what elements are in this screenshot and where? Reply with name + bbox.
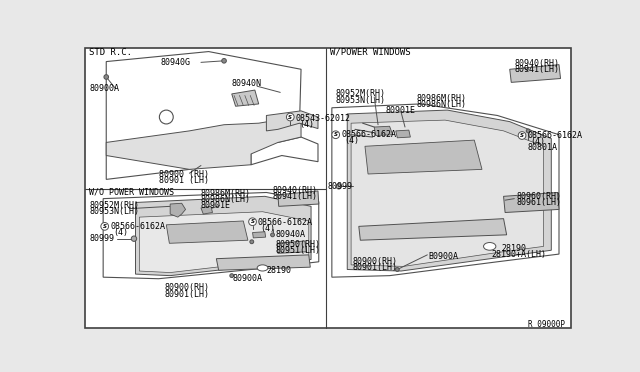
Circle shape bbox=[250, 240, 253, 244]
Text: 80940N: 80940N bbox=[232, 78, 262, 88]
Polygon shape bbox=[359, 219, 507, 240]
Text: 80961(LH): 80961(LH) bbox=[516, 198, 562, 207]
Circle shape bbox=[249, 218, 257, 225]
Text: 80901 (LH): 80901 (LH) bbox=[159, 176, 209, 185]
Polygon shape bbox=[166, 221, 248, 243]
Text: 28190+A(LH): 28190+A(LH) bbox=[492, 250, 547, 259]
Text: 80901E: 80901E bbox=[201, 201, 231, 210]
Text: 80953N(LH): 80953N(LH) bbox=[336, 96, 386, 105]
Text: W/O POWER WINDOWS: W/O POWER WINDOWS bbox=[90, 187, 174, 196]
Polygon shape bbox=[509, 65, 561, 82]
Text: 80986N(LH): 80986N(LH) bbox=[201, 195, 251, 204]
Text: 08566-6162A: 08566-6162A bbox=[257, 218, 312, 227]
Polygon shape bbox=[266, 111, 318, 131]
Polygon shape bbox=[351, 120, 543, 266]
Circle shape bbox=[396, 267, 399, 272]
Text: S: S bbox=[250, 219, 255, 224]
Circle shape bbox=[332, 131, 340, 139]
Text: S: S bbox=[520, 133, 524, 138]
Text: 80940(RH): 80940(RH) bbox=[515, 59, 559, 68]
Text: S: S bbox=[102, 224, 107, 229]
Text: 80900 (RH): 80900 (RH) bbox=[159, 170, 209, 179]
Polygon shape bbox=[106, 52, 318, 179]
Circle shape bbox=[271, 233, 275, 237]
Text: 80953N(LH): 80953N(LH) bbox=[90, 207, 140, 216]
Text: 80901E: 80901E bbox=[386, 106, 416, 115]
Text: (4): (4) bbox=[260, 224, 275, 233]
Polygon shape bbox=[106, 119, 301, 169]
Text: 28190: 28190 bbox=[501, 244, 526, 253]
Text: B0900A: B0900A bbox=[428, 252, 458, 261]
Polygon shape bbox=[232, 90, 259, 106]
Text: W/POWER WINDOWS: W/POWER WINDOWS bbox=[330, 48, 410, 57]
Text: (4): (4) bbox=[344, 137, 359, 145]
Circle shape bbox=[159, 110, 173, 124]
Text: (4): (4) bbox=[531, 137, 545, 146]
Text: 80900(RH): 80900(RH) bbox=[353, 257, 397, 266]
Text: 80900(RH): 80900(RH) bbox=[164, 283, 210, 292]
Text: 80941(LH): 80941(LH) bbox=[273, 192, 317, 201]
Text: 08543-62012: 08543-62012 bbox=[296, 114, 351, 123]
Text: 80952M(RH): 80952M(RH) bbox=[90, 201, 140, 210]
Text: S: S bbox=[333, 132, 338, 137]
Text: R 09000P: R 09000P bbox=[528, 320, 565, 330]
Polygon shape bbox=[253, 232, 266, 238]
Text: 80901(LH): 80901(LH) bbox=[353, 263, 397, 272]
Text: 80940A: 80940A bbox=[276, 230, 306, 239]
Text: 08566-6162A: 08566-6162A bbox=[341, 130, 396, 139]
Text: 80986M(RH): 80986M(RH) bbox=[417, 94, 467, 103]
Text: 28190: 28190 bbox=[266, 266, 291, 275]
Polygon shape bbox=[504, 192, 559, 212]
Text: (4): (4) bbox=[300, 120, 314, 129]
Text: 80940G: 80940G bbox=[160, 58, 190, 67]
Circle shape bbox=[336, 184, 342, 189]
Circle shape bbox=[101, 222, 109, 230]
Text: 80940(RH): 80940(RH) bbox=[273, 186, 317, 195]
Polygon shape bbox=[140, 212, 308, 273]
Polygon shape bbox=[216, 255, 310, 270]
Circle shape bbox=[230, 274, 234, 278]
Text: 80986N(LH): 80986N(LH) bbox=[417, 100, 467, 109]
Polygon shape bbox=[103, 192, 319, 279]
Text: 80900A: 80900A bbox=[232, 274, 262, 283]
Ellipse shape bbox=[484, 243, 496, 250]
Text: 80941(LH): 80941(LH) bbox=[515, 65, 559, 74]
Ellipse shape bbox=[257, 265, 268, 271]
Polygon shape bbox=[136, 196, 311, 276]
Text: 80986M(RH): 80986M(RH) bbox=[201, 189, 251, 198]
Polygon shape bbox=[170, 203, 186, 217]
Text: 80901(LH): 80901(LH) bbox=[164, 290, 210, 299]
Circle shape bbox=[287, 115, 292, 119]
Polygon shape bbox=[201, 206, 212, 214]
Text: 80960(RH): 80960(RH) bbox=[516, 192, 562, 201]
Circle shape bbox=[287, 113, 294, 121]
Polygon shape bbox=[278, 191, 319, 206]
Polygon shape bbox=[348, 110, 551, 271]
Polygon shape bbox=[374, 126, 393, 135]
Text: 80952M(RH): 80952M(RH) bbox=[336, 89, 386, 99]
Circle shape bbox=[526, 129, 530, 133]
Circle shape bbox=[104, 75, 109, 79]
Circle shape bbox=[221, 58, 227, 63]
Polygon shape bbox=[332, 104, 559, 277]
Text: 80801A: 80801A bbox=[527, 143, 557, 152]
Text: 08566-6162A: 08566-6162A bbox=[110, 222, 165, 231]
FancyBboxPatch shape bbox=[84, 48, 572, 328]
Circle shape bbox=[518, 132, 526, 140]
Text: 80999: 80999 bbox=[90, 234, 115, 243]
Polygon shape bbox=[365, 140, 482, 174]
Polygon shape bbox=[277, 241, 307, 253]
Polygon shape bbox=[396, 130, 410, 138]
Text: 80950(RH): 80950(RH) bbox=[276, 240, 321, 248]
Circle shape bbox=[131, 236, 137, 241]
Text: 80951(LH): 80951(LH) bbox=[276, 246, 321, 255]
Text: 80999: 80999 bbox=[328, 182, 353, 191]
Text: 80900A: 80900A bbox=[90, 84, 119, 93]
Text: S: S bbox=[288, 115, 292, 119]
Text: 08566-6162A: 08566-6162A bbox=[527, 131, 582, 140]
Text: STD R.C.: STD R.C. bbox=[90, 48, 132, 57]
Text: (4): (4) bbox=[113, 228, 128, 237]
